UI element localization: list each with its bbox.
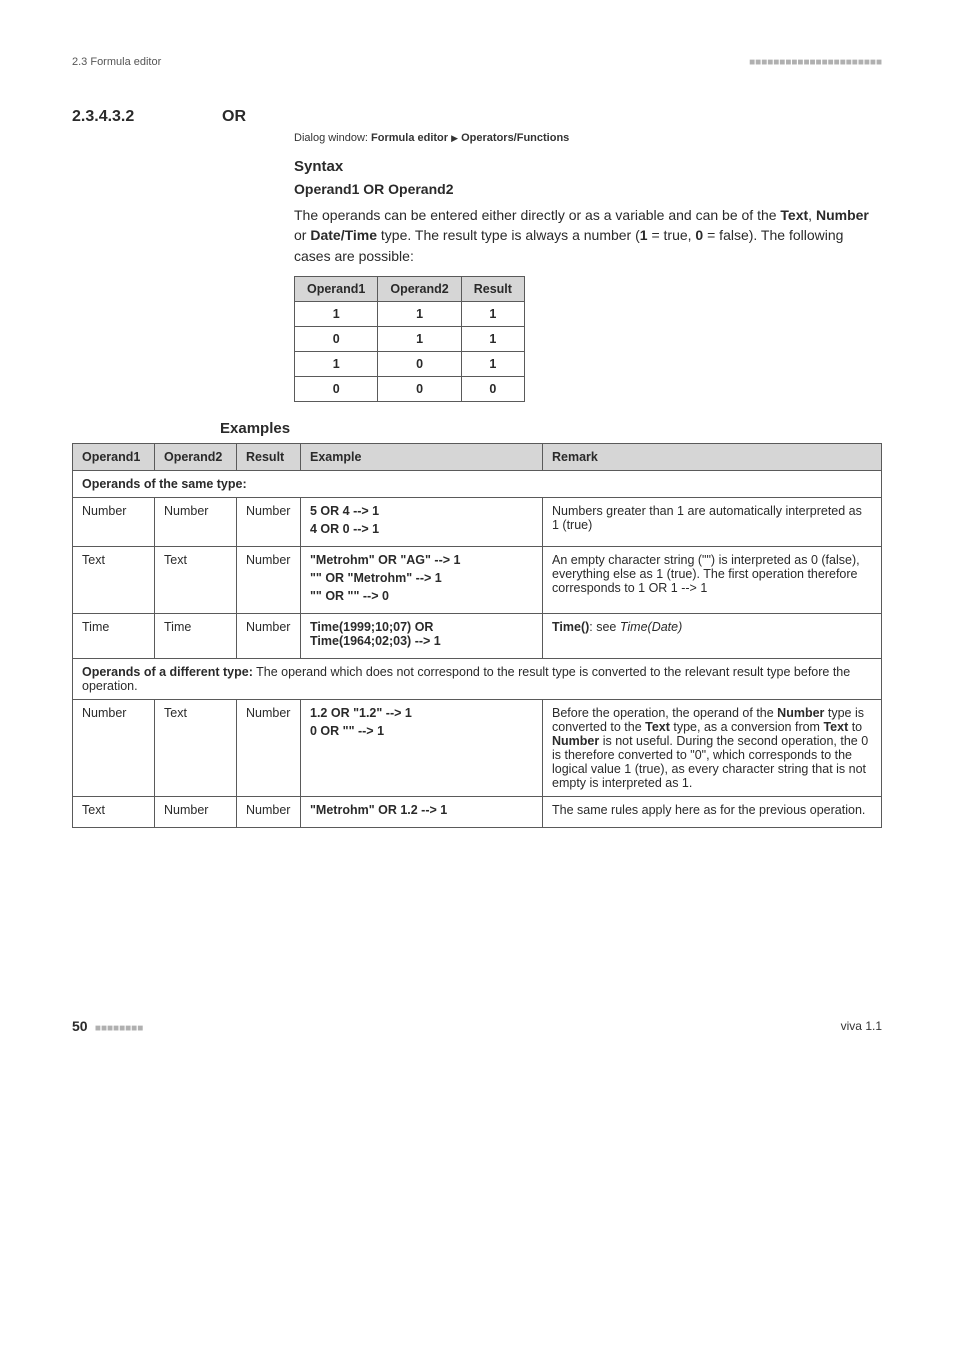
footer-dashes: ■■■■■■■■ (95, 1023, 143, 1034)
page-footer: 50 ■■■■■■■■ viva 1.1 (72, 1018, 882, 1034)
table-row: Text Number Number "Metrohm" OR 1.2 --> … (73, 796, 882, 827)
header-left: 2.3 Formula editor (72, 56, 161, 68)
dialog-path: Dialog window: Formula editor ▶ Operator… (294, 132, 882, 144)
ex-th: Remark (543, 443, 882, 470)
truth-th: Operand1 (295, 276, 378, 301)
header-dashes: ■■■■■■■■■■■■■■■■■■■■■■ (749, 57, 882, 68)
footer-version: viva 1.1 (841, 1019, 882, 1033)
section-title: OR (222, 108, 246, 126)
examples-heading: Examples (220, 420, 882, 437)
table-row: Operands of a different type: The operan… (73, 658, 882, 699)
table-row: Operands of the same type: (73, 470, 882, 497)
section-heading: 2.3.4.3.2 OR (72, 108, 882, 126)
truth-th: Result (461, 276, 524, 301)
ex-th: Result (237, 443, 301, 470)
table-row: Number Number Number 5 OR 4 --> 14 OR 0 … (73, 497, 882, 546)
section-number: 2.3.4.3.2 (72, 108, 222, 126)
description-paragraph: The operands can be entered either direc… (294, 205, 882, 266)
page-header: 2.3 Formula editor ■■■■■■■■■■■■■■■■■■■■■… (72, 56, 882, 68)
ex-th: Example (301, 443, 543, 470)
examples-table: Operand1 Operand2 Result Example Remark … (72, 443, 882, 828)
ex-th: Operand2 (155, 443, 237, 470)
truth-th: Operand2 (378, 276, 461, 301)
syntax-heading: Syntax (294, 158, 882, 175)
table-row: Text Text Number "Metrohm" OR "AG" --> 1… (73, 546, 882, 613)
table-row: Number Text Number 1.2 OR "1.2" --> 10 O… (73, 699, 882, 796)
page-number: 50 (72, 1018, 88, 1034)
triangle-icon: ▶ (451, 133, 458, 143)
table-row: Time Time Number Time(1999;10;07) OR Tim… (73, 613, 882, 658)
syntax-expression: Operand1 OR Operand2 (294, 181, 882, 197)
truth-table: Operand1 Operand2 Result 111 011 101 000 (294, 276, 525, 402)
ex-th: Operand1 (73, 443, 155, 470)
